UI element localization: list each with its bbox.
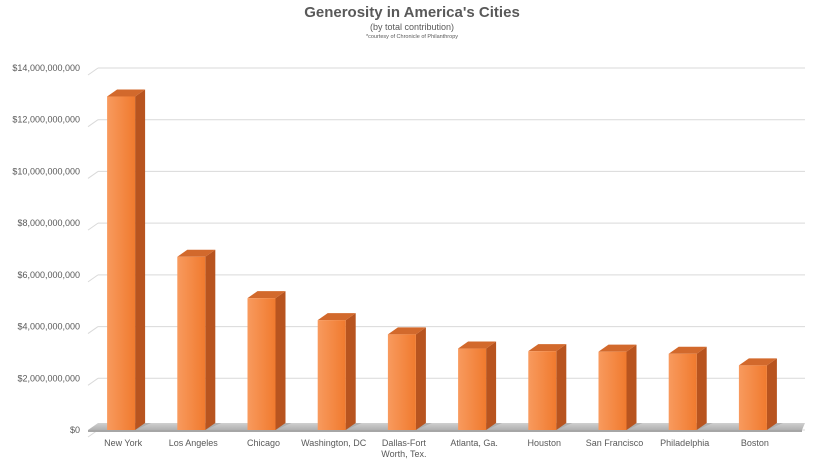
bar-side xyxy=(415,327,426,430)
bar-top xyxy=(528,344,567,352)
bar-front xyxy=(458,348,487,430)
bar-side xyxy=(135,89,146,430)
bar-side xyxy=(766,358,777,430)
bar-side xyxy=(275,291,286,430)
bar-front xyxy=(177,256,206,430)
y-axis-ticks: $0 $2,000,000,000 $4,000,000,000 $6,000,000… xyxy=(12,63,80,435)
bar xyxy=(317,313,362,430)
bar-top xyxy=(107,89,146,97)
bar-front xyxy=(738,365,767,430)
gridline-depth xyxy=(87,326,99,334)
bar-front xyxy=(387,334,416,430)
x-tick-label: New York xyxy=(104,438,143,448)
gridline-depth xyxy=(87,222,99,231)
y-tick-label: $14,000,000,000 xyxy=(12,63,80,73)
bar-side xyxy=(345,313,356,430)
x-tick-label: Atlanta, Ga. xyxy=(450,438,498,448)
chart-source-note: *courtesy of Chronicle of Philanthropy xyxy=(366,34,458,40)
x-tick-label: Chicago xyxy=(247,438,280,448)
x-tick-label: Houston xyxy=(528,438,562,448)
bar-side xyxy=(626,344,637,430)
gridlines xyxy=(87,67,805,438)
bar-top xyxy=(738,358,777,366)
gridline-depth xyxy=(87,67,99,76)
bar-front xyxy=(528,351,557,430)
bar-side xyxy=(486,341,497,430)
y-tick-label: $0 xyxy=(70,425,80,435)
bar-front xyxy=(598,351,627,430)
bar-front xyxy=(668,353,697,430)
bar xyxy=(738,358,783,430)
bar-top xyxy=(598,344,637,352)
x-tick-label: Philadelphia xyxy=(660,438,709,448)
gridline-depth xyxy=(87,171,99,179)
bar xyxy=(177,249,222,430)
gridline-depth xyxy=(87,377,99,386)
gridline-depth xyxy=(87,119,99,128)
bar xyxy=(458,341,503,430)
bar-top xyxy=(668,346,707,354)
bar-top xyxy=(317,313,356,321)
bar xyxy=(247,291,292,430)
bar xyxy=(107,89,152,430)
bar-top xyxy=(247,291,286,299)
x-tick-label: Dallas-Fort Worth, Tex. xyxy=(381,438,426,459)
chart-subtitle: (by total contribution) xyxy=(370,22,454,32)
bar-top xyxy=(387,327,426,335)
bar-top xyxy=(458,341,497,349)
y-tick-label: $6,000,000,000 xyxy=(17,270,80,280)
y-tick-label: $8,000,000,000 xyxy=(17,218,80,228)
floor-edge xyxy=(88,430,802,432)
bar xyxy=(668,346,713,430)
bar-side xyxy=(205,249,216,430)
y-tick-label: $12,000,000,000 xyxy=(12,115,80,125)
x-tick-label: San Francisco xyxy=(586,438,644,448)
y-tick-label: $10,000,000,000 xyxy=(12,166,80,176)
bar xyxy=(598,344,643,430)
bar-top xyxy=(177,249,216,257)
bar-front xyxy=(247,298,276,430)
y-tick-label: $4,000,000,000 xyxy=(17,322,80,332)
x-tick-label: Los Angeles xyxy=(169,438,219,448)
bar-front xyxy=(317,320,346,430)
bar-side xyxy=(696,346,707,430)
bars xyxy=(107,89,783,430)
gridline-depth xyxy=(87,274,99,283)
x-tick-label: Washington, DC xyxy=(301,438,367,448)
bar xyxy=(528,344,573,430)
bar-side xyxy=(556,344,567,430)
chart-title: Generosity in America's Cities xyxy=(304,4,520,21)
y-tick-label: $2,000,000,000 xyxy=(17,373,80,383)
bar-front xyxy=(107,96,136,430)
x-axis-labels: New York Los Angeles Chicago Washington, DC… xyxy=(104,438,769,459)
x-tick-label: Boston xyxy=(741,438,769,448)
bar xyxy=(387,327,432,430)
